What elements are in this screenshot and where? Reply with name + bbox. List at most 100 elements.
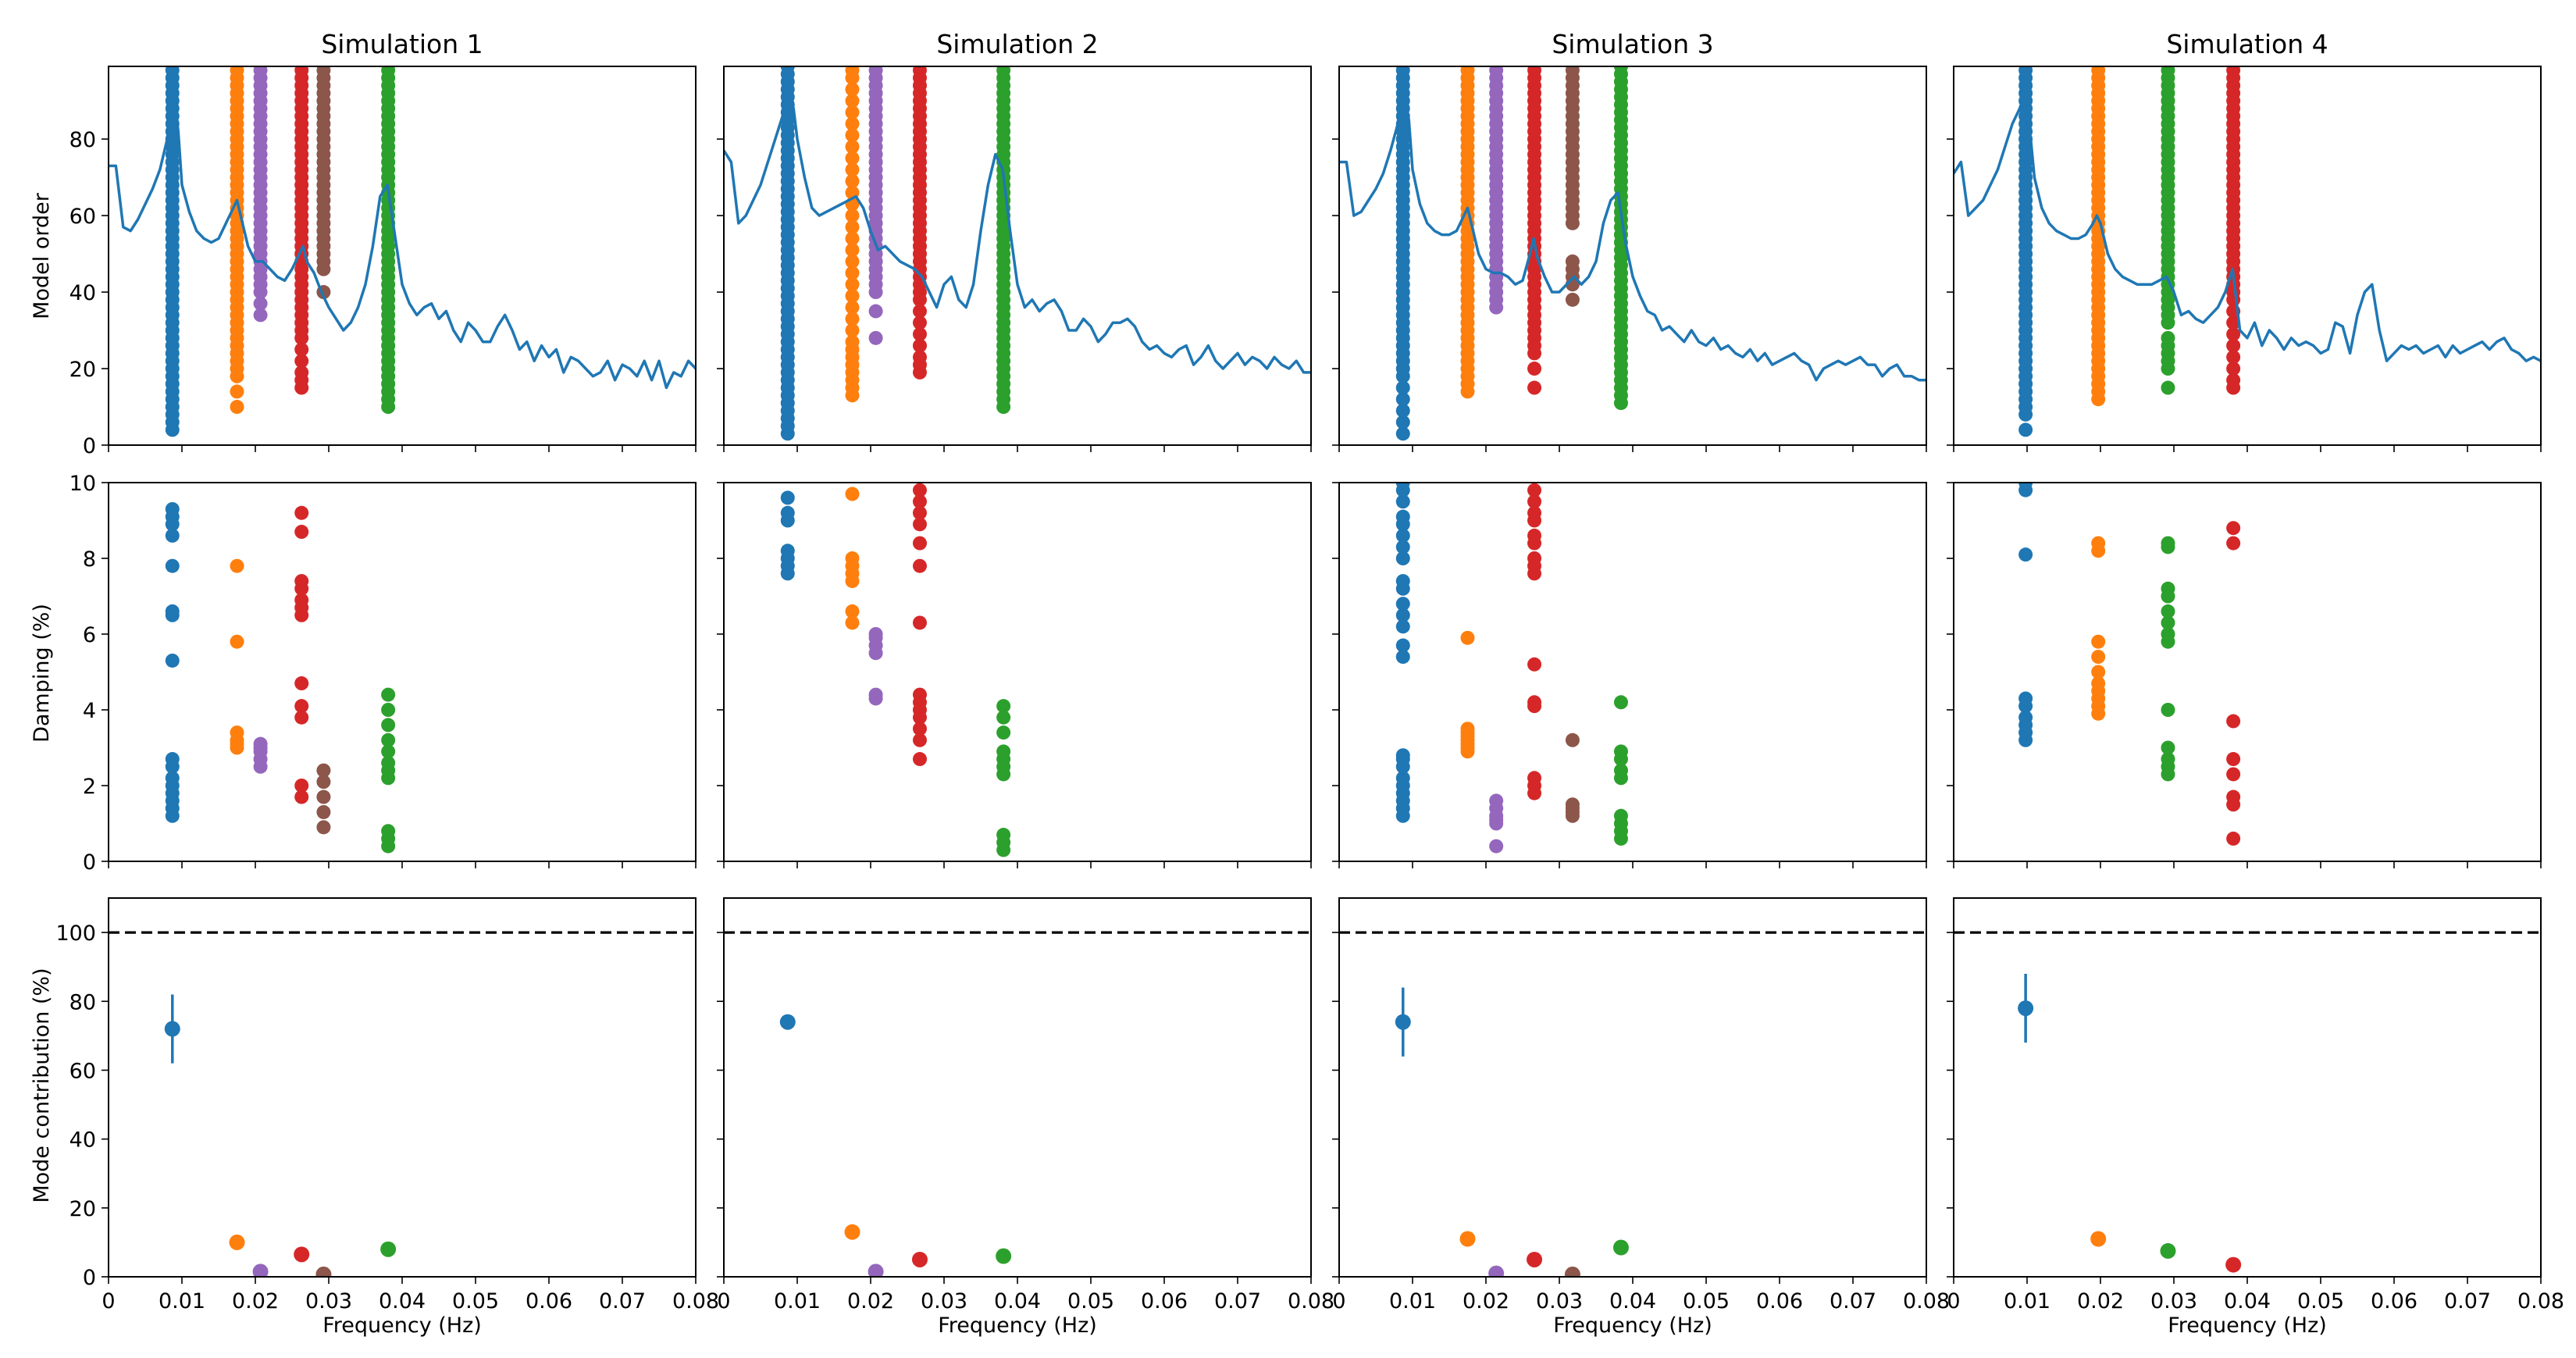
x-tick-label: 0.07 [599,1289,646,1313]
point-red [912,483,927,497]
x-tick-label: 0 [102,1289,115,1313]
point-blue [1395,748,1410,763]
point-green [996,699,1011,714]
point-green [2161,536,2175,551]
point-green [2161,330,2175,345]
subplot-sim2-row3: 0 0.01 0.02 0.03 0.04 0.05 0.06 0.07 0.08 [717,897,1334,1313]
y-tick-label: 60 [69,205,96,229]
point-orange [845,243,860,258]
point-orange [845,128,860,143]
point-orange [845,323,860,338]
y-tick-label: 10 [69,472,96,496]
point-orange [845,266,860,280]
point-green [2161,627,2175,641]
point-red [1527,695,1542,710]
point-red [1527,771,1542,786]
y-tick-label: 60 [69,1059,96,1083]
point-green [381,687,396,702]
point-red [294,525,309,540]
point-red [2226,326,2241,341]
point-orange [2091,676,2106,691]
y-tick-label: 20 [69,1197,96,1221]
contribution-point-green [1612,1239,1629,1256]
point-orange [230,66,244,77]
point-orange [845,254,860,269]
point-blue [780,544,795,558]
axes-frame [1953,66,2542,446]
point-red [294,593,309,608]
axes-frame [723,66,1312,446]
point-brown [316,820,331,835]
point-purple [1489,839,1504,854]
x-tick-label: 0.01 [774,1289,821,1313]
x-tick-label: 0.02 [232,1289,279,1313]
subplot-sim3-row3: 0 0.01 0.02 0.03 0.04 0.05 0.06 0.07 0.08 [1332,897,1950,1313]
point-purple [1489,793,1504,808]
point-orange [845,219,860,234]
y-tick-label: 4 [83,699,96,723]
point-green [1613,66,1628,73]
point-blue [1395,392,1410,407]
point-red [2226,315,2241,330]
contribution-point-purple [868,1264,884,1277]
x-tick-label: 0.04 [1609,1289,1656,1313]
x-tick-label: 0.08 [1903,1289,1950,1313]
point-blue [165,501,180,516]
axes-frame [723,482,1312,862]
subplot-sim4-row2 [1947,482,2542,868]
point-blue [2018,422,2033,437]
point-brown [316,775,331,789]
x-tick-label: 0.08 [1288,1289,1334,1313]
point-orange [845,162,860,177]
point-red [294,365,309,380]
point-orange [845,209,860,223]
point-red [294,789,309,804]
contribution-point-orange [2090,1231,2107,1247]
spectrum-line [1954,99,2541,362]
point-brown [1565,797,1580,812]
point-red [1527,66,1542,77]
point-orange [230,400,244,415]
point-orange [845,116,860,131]
x-tick-label: 0.04 [994,1289,1041,1313]
axes-frame [108,897,697,1278]
x-tick-label: 0 [717,1289,730,1313]
point-blue [1395,426,1410,441]
plot-area [1339,931,1926,1277]
point-green [381,824,396,839]
x-tick-label: 0.03 [305,1289,352,1313]
point-brown [1565,292,1580,307]
panel-title-sim3: Simulation 3 [1552,29,1713,59]
point-blue [165,653,180,668]
point-green [2161,703,2175,717]
contribution-point-blue [779,1014,796,1030]
point-green [2161,380,2175,395]
point-green [2161,581,2175,596]
point-blue [165,558,180,573]
point-blue [1395,540,1410,554]
point-green [381,755,396,770]
point-red [912,304,927,319]
point-orange [2091,665,2106,679]
point-red [294,676,309,691]
point-blue [165,604,180,618]
point-orange [2091,634,2106,649]
plot-area [724,931,1311,1277]
x-tick-label: 0 [1332,1289,1345,1313]
point-orange [845,151,860,166]
spectrum-line [1339,99,1926,382]
contribution-point-blue [1395,1014,1411,1030]
point-orange [845,334,860,349]
point-red [2226,338,2241,353]
point-red [912,350,927,365]
y-tick-label: 20 [69,358,96,382]
point-green [996,710,1011,725]
contribution-point-red [911,1251,928,1267]
point-orange [845,173,860,188]
point-orange [230,634,244,649]
point-orange [845,551,860,565]
point-blue [1395,638,1410,653]
point-red [1527,483,1542,497]
point-orange [2091,650,2106,665]
